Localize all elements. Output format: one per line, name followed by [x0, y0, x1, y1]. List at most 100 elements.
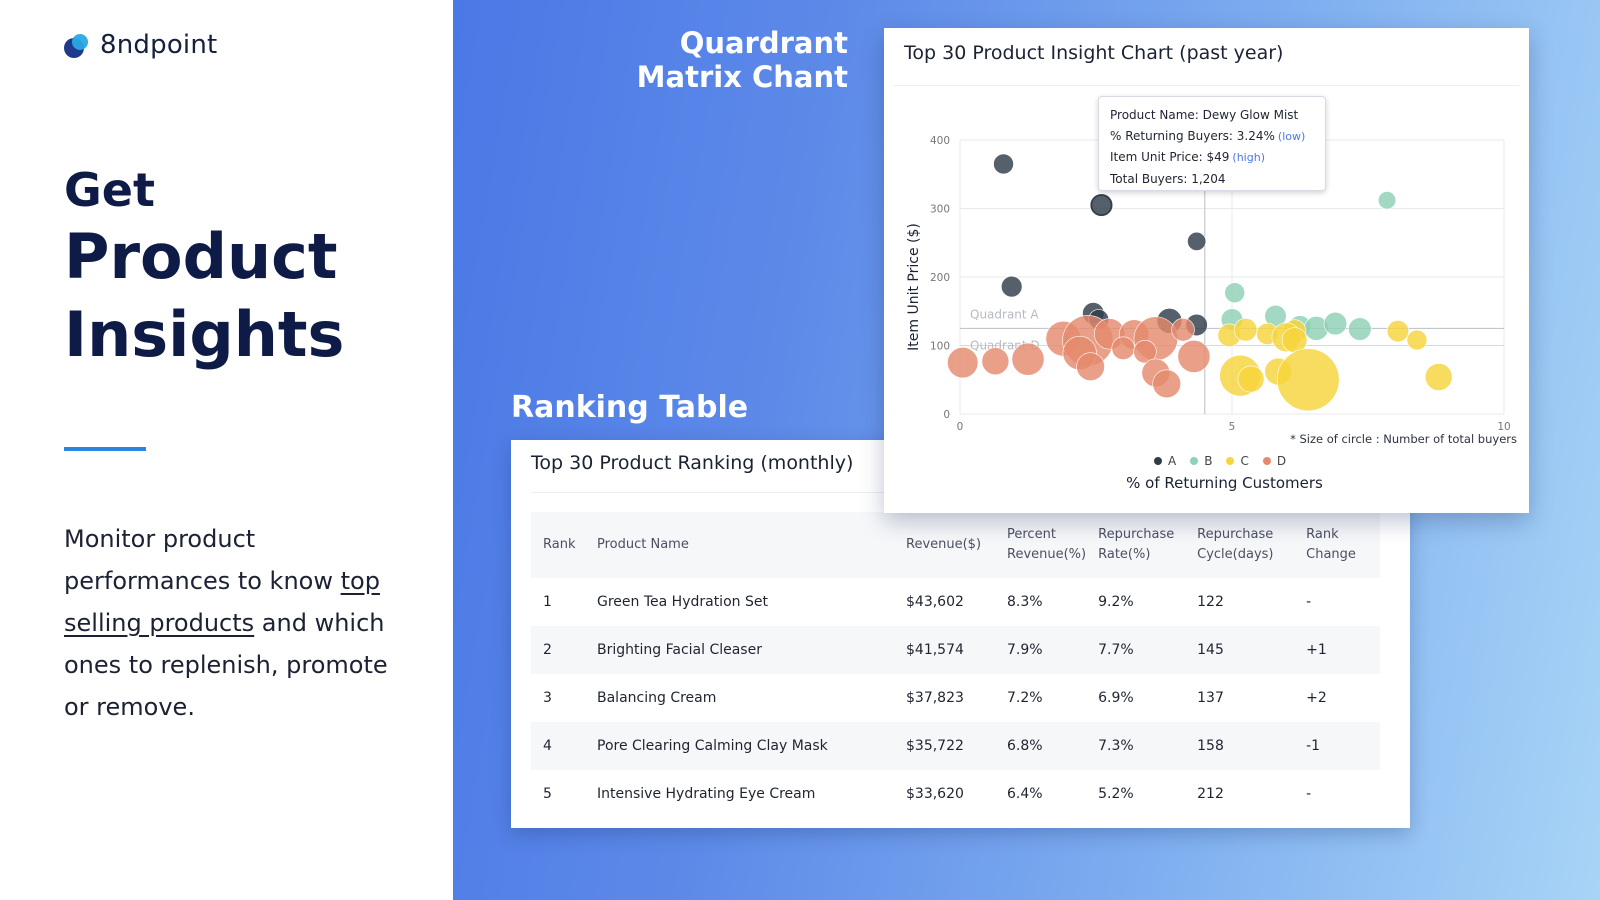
col-rank[interactable]: Rank — [531, 512, 591, 578]
bubble-d — [981, 347, 1010, 376]
cell-rank: 3 — [531, 674, 591, 722]
cell-rate: 9.2% — [1092, 578, 1192, 626]
quadrant-matrix-label: Quardrant Matrix Chant — [637, 26, 848, 94]
col-revenue[interactable]: Revenue($) — [900, 512, 1001, 578]
table-header-row: Rank Product Name Revenue($) Percent Reve… — [531, 512, 1380, 578]
page-title: Get Product Insights — [64, 162, 344, 374]
bubble-a — [1000, 275, 1023, 298]
col-rank-change[interactable]: Rank Change — [1300, 512, 1380, 578]
bubble-c — [1233, 318, 1258, 342]
bubble-c — [1281, 327, 1308, 353]
cell-percent: 8.3% — [1001, 578, 1093, 626]
cell-rate: 5.2% — [1092, 770, 1192, 818]
bubble-c — [1237, 365, 1265, 393]
bubble-d — [1133, 339, 1157, 364]
tooltip-returning: % Returning Buyers: 3.24% — [1110, 128, 1275, 143]
cell-percent: 7.2% — [1001, 674, 1093, 722]
legend-dot-b — [1190, 457, 1199, 465]
cell-cycle: 212 — [1191, 770, 1301, 818]
cell-cycle: 158 — [1191, 722, 1301, 770]
y-tick-label: 200 — [930, 272, 950, 284]
cell-rank: 4 — [531, 722, 591, 770]
cell-change: -1 — [1300, 722, 1380, 770]
legend-item-a[interactable]: A — [1154, 454, 1176, 468]
bubble-d — [1177, 340, 1211, 373]
cell-change: - — [1300, 578, 1380, 626]
x-tick-label: 5 — [1229, 421, 1236, 433]
table-row[interactable]: 1 Green Tea Hydration Set $43,602 8.3% 9… — [531, 578, 1380, 626]
quadrant-label-line-1: Quardrant — [679, 26, 848, 60]
table-row[interactable]: 2 Brighting Facial Cleaser $41,574 7.9% … — [531, 626, 1380, 674]
cell-rate: 7.7% — [1092, 626, 1192, 674]
cell-percent: 6.8% — [1001, 722, 1093, 770]
bubble-b — [1348, 317, 1372, 341]
cell-product-name: Brighting Facial Cleaser — [591, 626, 900, 674]
chart-tooltip: Product Name: Dewy Glow Mist % Returning… — [1098, 96, 1326, 191]
cell-percent: 6.4% — [1001, 770, 1093, 818]
bubble-a — [993, 153, 1014, 175]
y-tick-label: 100 — [930, 341, 950, 353]
bubble-c — [1386, 320, 1410, 343]
table-row[interactable]: 5 Intensive Hydrating Eye Cream $33,620 … — [531, 770, 1380, 818]
cell-rank: 5 — [531, 770, 591, 818]
cell-rate: 7.3% — [1092, 722, 1192, 770]
bubble-b — [1377, 191, 1397, 210]
ranking-table: Rank Product Name Revenue($) Percent Reve… — [531, 512, 1380, 818]
brand-logo[interactable]: 8ndpoint — [64, 30, 217, 60]
legend-label-a: A — [1168, 454, 1177, 468]
legend-dot-c — [1226, 457, 1235, 465]
title-line-1: Get — [64, 163, 155, 217]
cell-product-name: Green Tea Hydration Set — [591, 578, 900, 626]
tooltip-price-row: Item Unit Price: $49 (high) — [1110, 147, 1314, 169]
desc-text-1: Monitor product performances to know — [64, 525, 341, 595]
cell-revenue: $43,602 — [900, 578, 1001, 626]
accent-divider — [64, 447, 146, 451]
cell-revenue: $37,823 — [900, 674, 1001, 722]
chart-legend: A B C D — [1154, 454, 1286, 468]
legend-item-d[interactable]: D — [1262, 454, 1286, 468]
tooltip-price-tag: (high) — [1232, 151, 1265, 164]
cell-change: +2 — [1300, 674, 1380, 722]
bubble-d — [1152, 369, 1182, 399]
x-axis-title: % of Returning Customers — [1126, 474, 1323, 492]
bubble-d — [1011, 342, 1045, 376]
legend-item-b[interactable]: B — [1190, 454, 1212, 468]
highlighted-bubble-ring — [1090, 194, 1113, 216]
insight-chart-card: Top 30 Product Insight Chart (past year)… — [884, 28, 1529, 513]
tooltip-buyers: Total Buyers: 1,204 — [1110, 171, 1226, 186]
cell-rank: 1 — [531, 578, 591, 626]
legend-dot-d — [1262, 457, 1271, 465]
col-repurchase-rate[interactable]: Repurchase Rate(%) — [1092, 512, 1192, 578]
legend-label-b: B — [1204, 454, 1213, 468]
tooltip-price: Item Unit Price: $49 — [1110, 150, 1230, 164]
cell-product-name: Balancing Cream — [591, 674, 900, 722]
ranking-table-title: Top 30 Product Ranking (monthly) — [531, 452, 854, 474]
bubble-b — [1224, 282, 1246, 304]
legend-item-c[interactable]: C — [1226, 454, 1249, 468]
col-percent-revenue[interactable]: Percent Revenue(%) — [1001, 512, 1093, 578]
bubble-c — [1424, 363, 1453, 391]
title-line-3: Insights — [64, 298, 345, 371]
bubble-a — [1089, 193, 1114, 217]
cell-cycle: 137 — [1191, 674, 1301, 722]
quadrant-label-a: Quadrant A — [970, 307, 1039, 321]
y-axis-title: Item Unit Price ($) — [906, 223, 922, 351]
table-row[interactable]: 4 Pore Clearing Calming Clay Mask $35,72… — [531, 722, 1380, 770]
cell-percent: 7.9% — [1001, 626, 1093, 674]
x-tick-label: 10 — [1497, 421, 1510, 433]
top-selling-link[interactable]: top selling products — [64, 567, 380, 637]
chart-title: Top 30 Product Insight Chart (past year) — [904, 42, 1284, 64]
ranking-table-label: Ranking Table — [511, 390, 749, 425]
table-row[interactable]: 3 Balancing Cream $37,823 7.2% 6.9% 137 … — [531, 674, 1380, 722]
quadrant-label-line-2: Matrix Chant — [636, 60, 848, 94]
y-tick-label: 300 — [930, 204, 950, 216]
cell-product-name: Intensive Hydrating Eye Cream — [591, 770, 900, 818]
cell-revenue: $35,722 — [900, 722, 1001, 770]
col-repurchase-cycle[interactable]: Repurchase Cycle(days) — [1191, 512, 1301, 578]
col-product-name[interactable]: Product Name — [591, 512, 900, 578]
cell-rank: 2 — [531, 626, 591, 674]
bubble-d — [1076, 352, 1105, 382]
cell-product-name: Pore Clearing Calming Clay Mask — [591, 722, 900, 770]
x-tick-label: 0 — [957, 421, 964, 433]
